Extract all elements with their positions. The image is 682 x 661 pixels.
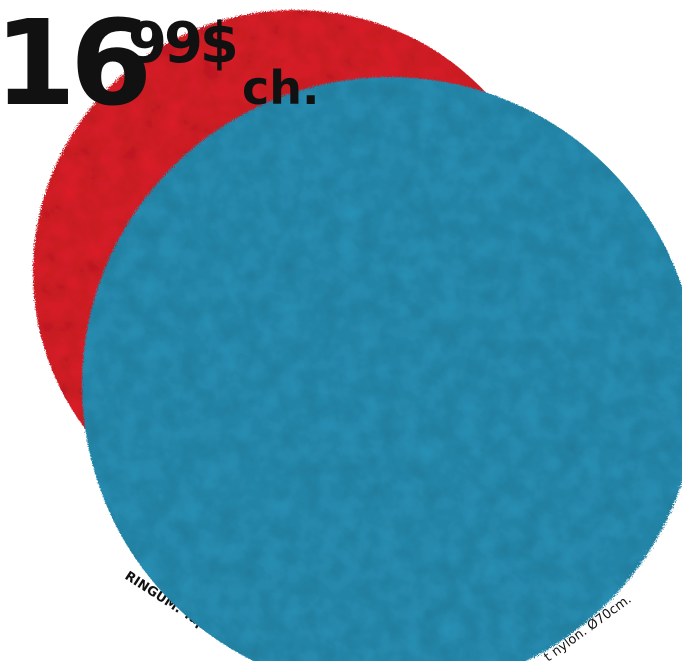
price-cents: 99$ [128,11,236,76]
blue-rug-shape [82,77,682,661]
price-whole: 16 [0,0,146,132]
blue-rug [82,77,682,661]
price-unit: ch. [242,61,320,115]
